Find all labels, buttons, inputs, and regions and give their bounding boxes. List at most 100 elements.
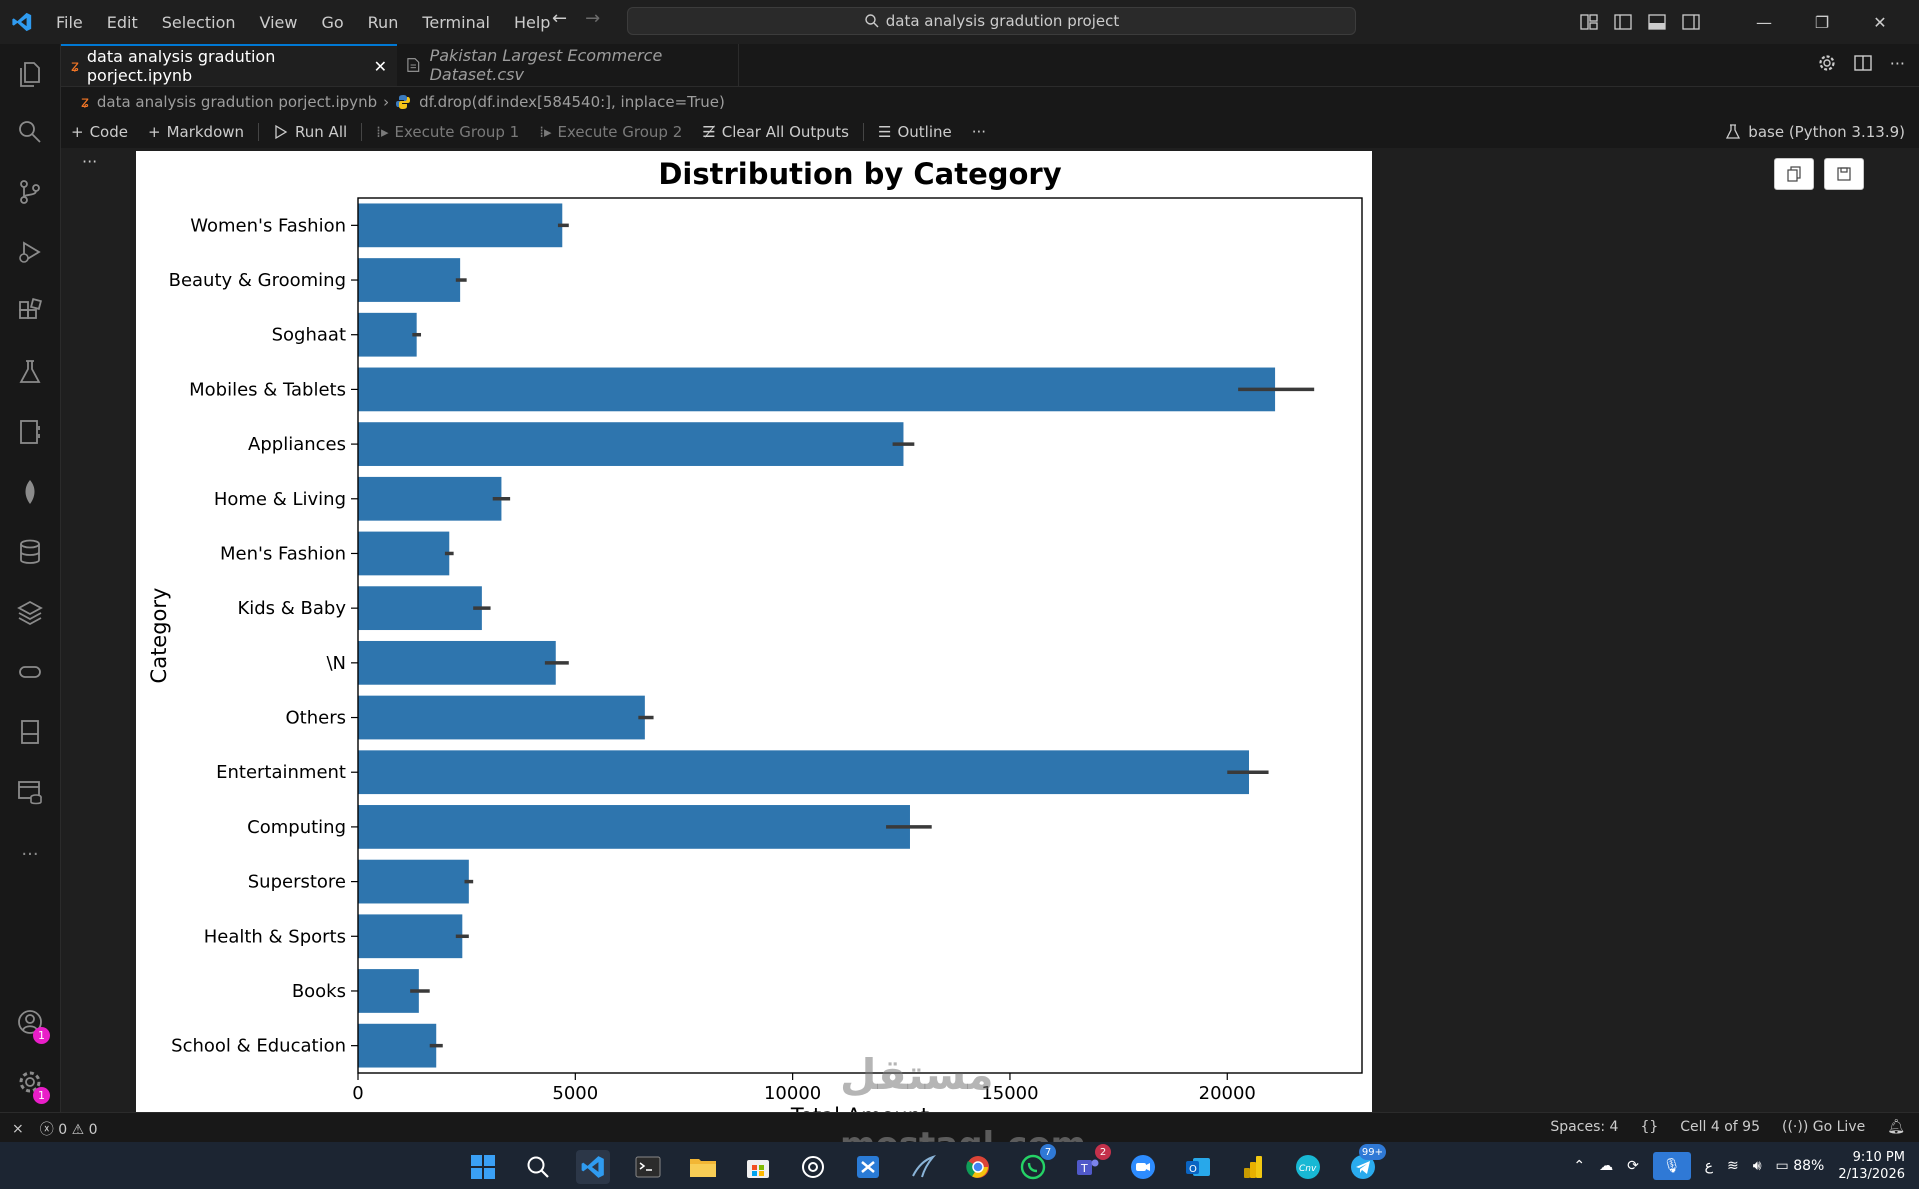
plus-icon: + [71,123,84,141]
go-live-label: Go Live [1812,1119,1866,1135]
y-tick-label-6: Men's Fashion [220,543,346,564]
run-debug-icon[interactable] [14,236,46,268]
file-panel-icon[interactable] [14,716,46,748]
tray-mic-icon[interactable]: 🎙︎ [1652,1151,1691,1180]
problems-indicator[interactable]: ⓧ 0 ⚠ 0 [40,1119,98,1139]
tray-wifi-icon[interactable]: ≋ [1726,1157,1739,1174]
taskbar-outlook-icon[interactable]: O [1181,1150,1215,1184]
mongodb-leaf-icon[interactable] [14,476,46,508]
toggle-secondary-sidebar-icon[interactable] [1681,13,1701,31]
toggle-primary-sidebar-icon[interactable] [1613,13,1633,31]
bar-10 [358,750,1249,795]
menu-edit[interactable]: Edit [106,12,138,32]
cell-output-plot: Distribution by Category Women's Fashion B… [136,151,1372,1112]
database-icon[interactable] [14,536,46,568]
taskbar-sql-icon[interactable] [906,1150,940,1184]
more-actions-icon[interactable]: ··· [1889,54,1905,73]
manage-gear-icon[interactable]: 1 [14,1066,50,1104]
testing-flask-icon[interactable] [14,356,46,388]
tray-onedrive-icon[interactable]: ☁ [1599,1157,1614,1174]
explorer-icon[interactable] [14,58,46,90]
search-view-icon[interactable] [14,116,46,148]
battery-percent: 88% [1793,1157,1825,1174]
menu-help[interactable]: Help [513,12,551,32]
customize-layout-icon[interactable] [1579,13,1599,31]
taskbar-vscode-icon[interactable] [576,1150,610,1184]
add-code-cell-button[interactable]: + Code [61,123,138,141]
tray-clock[interactable]: 9:10 PM 2/13/2026 [1838,1149,1905,1183]
remote-explorer-icon[interactable] [14,656,46,688]
accounts-icon[interactable]: 1 [14,1006,50,1044]
menu-terminal[interactable]: Terminal [422,12,490,32]
remote-indicator-icon[interactable]: ⨯ [12,1121,24,1137]
menu-run[interactable]: Run [367,12,399,32]
taskbar-canva-icon[interactable]: Cnv [1291,1150,1325,1184]
taskbar-chatgpt-icon[interactable] [796,1150,830,1184]
command-center-search[interactable]: data analysis gradution project [627,7,1356,35]
taskbar-search-icon[interactable] [521,1150,555,1184]
kernel-picker[interactable]: base (Python 3.13.9) [1726,116,1905,148]
tray-sync-icon[interactable]: ⟳ [1627,1157,1639,1174]
add-markdown-cell-button[interactable]: + Markdown [138,123,254,141]
copy-output-button[interactable] [1774,158,1814,190]
clear-all-outputs-button[interactable]: ☰̸ Clear All Outputs [692,123,859,141]
back-arrow-icon[interactable]: ← [552,8,568,29]
toolbar-more-button[interactable]: ··· [971,123,987,141]
jupyter-small-icon: ʑ [81,93,89,111]
save-output-button[interactable] [1824,158,1864,190]
run-all-button[interactable]: Run All [263,123,357,141]
tab-notebook[interactable]: ʑ data analysis gradution porject.ipynb … [61,44,397,86]
tray-volume-icon[interactable]: 🔊︎ [1752,1157,1762,1174]
taskbar-terminal-icon[interactable] [631,1150,665,1184]
taskbar-vs-icon[interactable] [851,1150,885,1184]
restore-icon[interactable]: ❐ [1814,12,1830,32]
outline-button[interactable]: ☰ Outline [868,123,962,141]
taskbar-file-explorer-icon[interactable] [686,1150,720,1184]
bar-15 [358,1023,437,1068]
layers-icon[interactable] [14,596,46,628]
notifications-bell-icon[interactable]: 🔔︎ [1887,1119,1905,1135]
cell-more-button[interactable]: ··· [82,152,98,171]
indentation-status[interactable]: Spaces: 4 [1550,1119,1619,1135]
breadcrumb-file[interactable]: data analysis gradution porject.ipynb [96,93,378,111]
execute-group-2-button[interactable]: ⁞▸ Execute Group 2 [529,123,692,141]
toggle-panel-icon[interactable] [1647,13,1667,31]
taskbar-telegram-icon[interactable]: 99+ [1346,1144,1386,1184]
menu-selection[interactable]: Selection [161,12,236,32]
execute-group-1-button[interactable]: ⁞▸ Execute Group 1 [366,123,529,141]
minimize-icon[interactable]: — [1756,12,1772,32]
python-icon [396,95,411,109]
database-client-icon[interactable] [14,776,46,808]
source-control-icon[interactable] [14,176,46,208]
tray-language[interactable]: ع [1704,1157,1713,1174]
go-live-button[interactable]: ((·)) Go Live [1782,1119,1865,1135]
tray-battery[interactable]: ▭ 88% [1776,1158,1825,1174]
taskbar-whatsapp-icon[interactable]: 7 [1016,1144,1056,1184]
split-editor-icon[interactable] [1854,54,1872,76]
x-tick-label-1: 5000 [552,1083,598,1104]
notebook-icon[interactable] [14,416,46,448]
start-windows-icon[interactable] [466,1150,500,1184]
more-views-icon[interactable]: ··· [21,843,39,865]
menu-go[interactable]: Go [321,12,344,32]
tray-chevron-up-icon[interactable]: ⌃ [1573,1157,1586,1174]
close-tab-icon[interactable]: ✕ [373,56,387,76]
forward-arrow-icon[interactable]: → [585,8,601,29]
taskbar-chrome-icon[interactable] [961,1150,995,1184]
settings-gear-icon[interactable] [1818,54,1836,76]
tab-csv[interactable]: Pakistan Largest Ecommerce Dataset.csv [397,44,739,86]
run-all-label: Run All [295,123,348,141]
menu-view[interactable]: View [259,12,298,32]
y-tick-label-15: School & Education [171,1036,346,1057]
taskbar-zoom-icon[interactable] [1126,1150,1160,1184]
taskbar-store-icon[interactable] [741,1150,775,1184]
bar-11 [358,805,910,849]
taskbar-powerbi-icon[interactable] [1236,1150,1270,1184]
activity-bar: ··· 1 1 [0,44,61,1142]
extensions-icon[interactable] [14,296,46,328]
cell-position-status[interactable]: Cell 4 of 95 [1680,1119,1760,1135]
close-window-icon[interactable]: ✕ [1873,12,1887,32]
breadcrumb-cell[interactable]: df.drop(df.index[584540:], inplace=True) [419,93,725,111]
menu-file[interactable]: File [56,12,83,32]
